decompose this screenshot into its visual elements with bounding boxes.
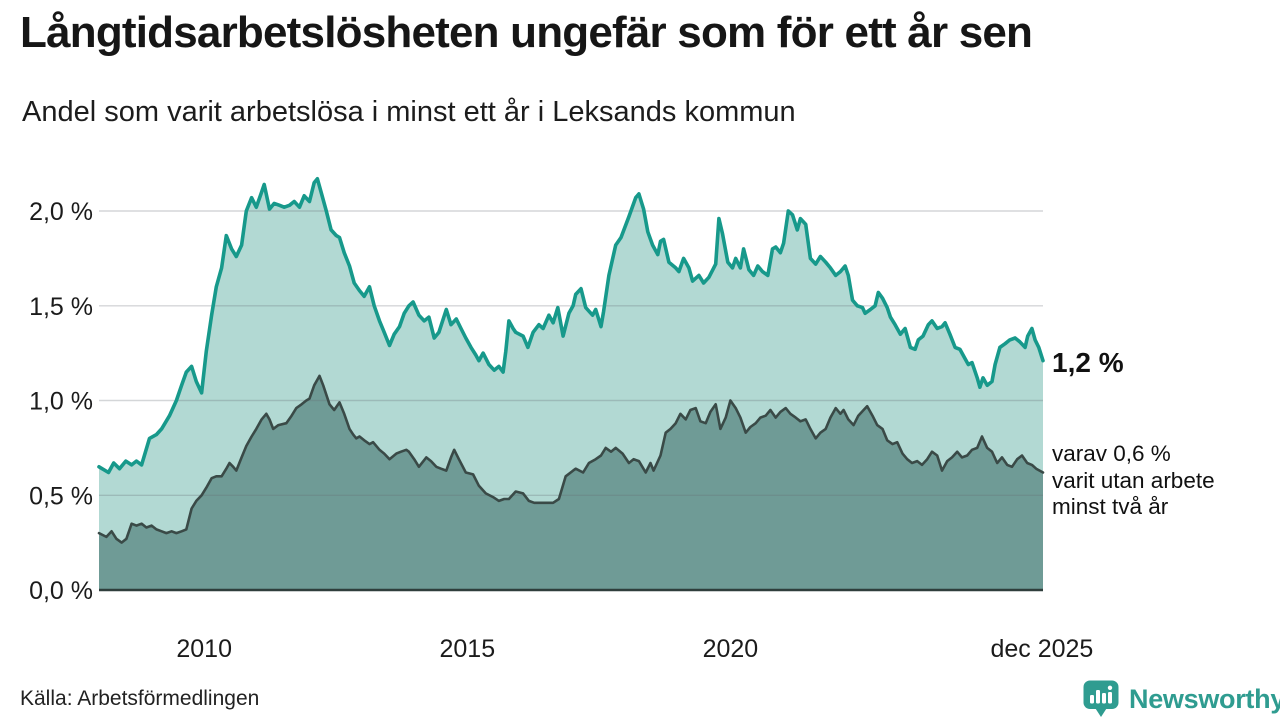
y-tick-label: 2,0 % — [29, 198, 93, 226]
latest-value-label: 1,2 % — [1052, 347, 1124, 378]
page-subtitle: Andel som varit arbetslösa i minst ett å… — [22, 96, 796, 128]
x-tick-label: 2010 — [176, 635, 232, 663]
sub-annotation-line-2: varit utan arbete — [1052, 467, 1215, 493]
y-tick-label: 1,0 % — [29, 388, 93, 416]
sub-series-annotation: varav 0,6 % varit utan arbete minst två … — [1052, 441, 1215, 521]
source-attribution: Källa: Arbetsförmedlingen — [20, 687, 260, 710]
y-tick-label: 1,5 % — [29, 293, 93, 321]
x-tick-label: 2015 — [439, 635, 495, 663]
area-chart: 0,0 % 0,5 % 1,0 % 1,5 % 2,0 % 2010 2015 2020 dec… — [29, 177, 1093, 663]
newsworthy-logo: Newsworthy — [1083, 680, 1280, 718]
brand-wordmark: Newsworthy — [1129, 683, 1280, 714]
series-line — [97, 374, 1045, 544]
series-line — [97, 177, 1045, 475]
sub-annotation-line-1: varav 0,6 % — [1052, 441, 1171, 466]
x-tick-label: 2020 — [703, 635, 759, 663]
sub-annotation-line-3: minst två år — [1052, 494, 1169, 519]
y-tick-label: 0,0 % — [29, 577, 93, 605]
series-area — [99, 375, 1043, 590]
bar-chart-speech-bubble-icon — [1083, 680, 1119, 717]
x-tick-label: dec 2025 — [990, 635, 1093, 663]
page-title: Långtidsarbetslösheten ungefär som för e… — [20, 8, 1033, 57]
y-tick-label: 0,5 % — [29, 482, 93, 510]
